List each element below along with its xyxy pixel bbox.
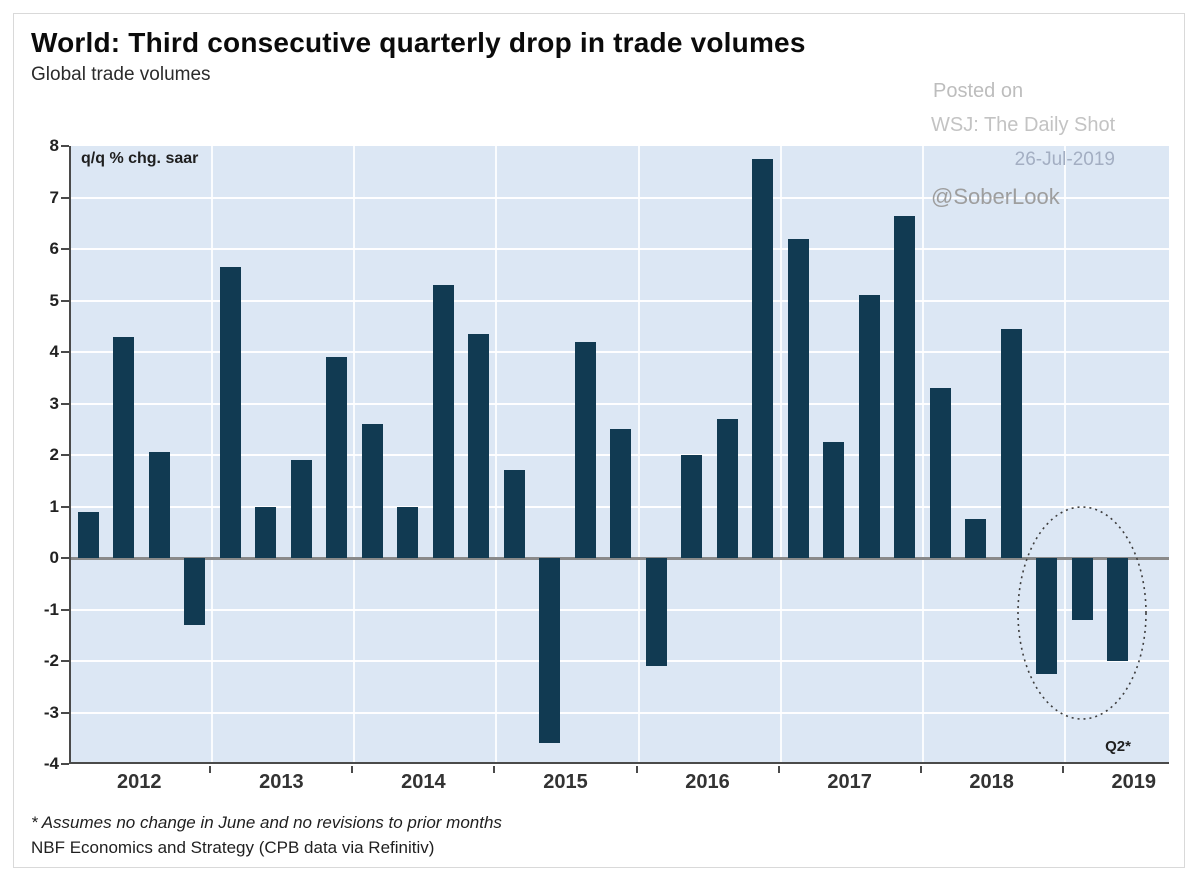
y-tick-label: 2 [49, 445, 59, 464]
chart-subtitle: Global trade volumes [31, 64, 211, 85]
footnote-source: NBF Economics and Strategy (CPB data via… [31, 838, 435, 857]
bar [645, 558, 667, 667]
x-year-label: 2014 [401, 771, 446, 793]
chart-card: World: Third consecutive quarterly drop … [13, 13, 1185, 868]
footnote-assumption: * Assumes no change in June and no revis… [31, 813, 502, 832]
bar [468, 333, 490, 558]
bar [326, 357, 348, 558]
horizontal-gridline [71, 660, 1169, 662]
y-tick-label: -3 [43, 702, 59, 722]
watermark-source: WSJ: The Daily Shot [931, 114, 1116, 136]
bar [148, 452, 170, 558]
horizontal-gridline [71, 351, 1169, 353]
y-tick-label: 7 [49, 187, 59, 207]
x-tick-mark [635, 766, 638, 773]
vertical-gridline [779, 146, 782, 762]
y-tick-mark [61, 505, 69, 508]
plot-area: q/q % chg. saar Q2* [69, 146, 1169, 764]
bar [219, 267, 241, 558]
y-tick-mark [61, 608, 69, 611]
y-tick-mark [61, 557, 69, 559]
x-year-label: 2019 [1111, 771, 1157, 793]
y-tick-label: 3 [49, 393, 59, 413]
bar [716, 418, 738, 558]
vertical-gridline [637, 146, 640, 762]
bar [752, 158, 774, 558]
x-tick-mark [777, 766, 780, 773]
y-tick-mark [61, 145, 69, 147]
y-tick-label: -1 [43, 599, 59, 619]
bar [610, 429, 632, 558]
y-tick-label: -2 [43, 651, 59, 670]
x-year-label: 2015 [543, 771, 588, 793]
y-tick-mark [61, 196, 69, 199]
bar [894, 215, 916, 558]
bar [574, 341, 596, 558]
y-tick-label: 5 [49, 290, 59, 310]
vertical-gridline [211, 146, 214, 762]
bar [1036, 558, 1058, 674]
y-tick-mark [61, 351, 69, 353]
y-tick-mark [61, 402, 69, 405]
horizontal-gridline [71, 248, 1169, 250]
y-tick-mark [61, 660, 69, 662]
vertical-gridline [353, 146, 356, 762]
bar [929, 388, 951, 558]
watermark-posted-on: Posted on [933, 80, 1024, 102]
y-tick-label: 0 [49, 548, 59, 567]
y-tick-label: 4 [49, 342, 59, 361]
bar [965, 519, 987, 558]
watermark-date: 26-Jul-2019 [1014, 149, 1115, 170]
horizontal-gridline [71, 196, 1169, 199]
q2-annotation: Q2* [1105, 738, 1131, 755]
bar [681, 455, 703, 558]
bar [77, 511, 99, 558]
horizontal-gridline [71, 608, 1169, 611]
bar [1107, 558, 1129, 661]
x-year-label: 2013 [259, 771, 304, 793]
bar [503, 470, 525, 558]
bar [1071, 558, 1093, 620]
y-tick-mark [61, 454, 69, 456]
bar [290, 460, 312, 558]
vertical-gridline [921, 146, 924, 762]
x-year-label: 2012 [117, 771, 162, 793]
x-tick-mark [919, 766, 922, 773]
watermark-handle: @SoberLook [931, 184, 1060, 209]
bar [1000, 328, 1022, 558]
zero-line [71, 557, 1169, 560]
x-tick-mark [209, 766, 212, 773]
bar [361, 424, 383, 558]
bar [858, 295, 880, 558]
y-tick-mark [61, 248, 69, 250]
y-tick-label: -4 [43, 754, 59, 773]
x-year-label: 2016 [685, 771, 730, 793]
x-tick-mark [1061, 766, 1064, 773]
bar [255, 506, 277, 558]
x-tick-mark [351, 766, 354, 773]
bar [432, 285, 454, 558]
x-tick-mark [493, 766, 496, 773]
bar [823, 442, 845, 558]
horizontal-gridline [71, 711, 1169, 714]
horizontal-gridline [71, 299, 1169, 302]
y-axis-unit-label: q/q % chg. saar [81, 150, 199, 167]
vertical-gridline [1063, 146, 1066, 762]
bar [184, 558, 206, 625]
y-tick-mark [61, 763, 69, 765]
y-tick-label: 6 [49, 239, 59, 258]
vertical-gridline [495, 146, 498, 762]
bar [787, 238, 809, 558]
bar [539, 558, 561, 744]
bar [397, 506, 419, 558]
x-year-label: 2017 [827, 771, 872, 793]
bar [113, 336, 135, 558]
y-tick-label: 1 [49, 496, 59, 516]
x-year-label: 2018 [969, 771, 1014, 793]
y-tick-mark [61, 299, 69, 302]
y-tick-mark [61, 711, 69, 714]
chart-title: World: Third consecutive quarterly drop … [31, 27, 806, 58]
horizontal-gridline [71, 402, 1169, 405]
y-tick-label: 8 [49, 136, 59, 155]
